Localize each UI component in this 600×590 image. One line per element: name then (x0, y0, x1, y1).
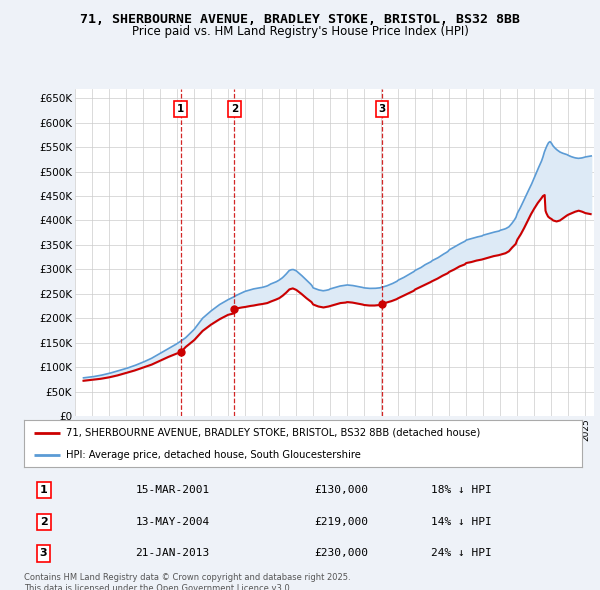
Text: £130,000: £130,000 (314, 485, 368, 495)
Text: 2: 2 (231, 104, 238, 114)
Text: Contains HM Land Registry data © Crown copyright and database right 2025.
This d: Contains HM Land Registry data © Crown c… (24, 573, 350, 590)
Text: £230,000: £230,000 (314, 549, 368, 559)
Text: 14% ↓ HPI: 14% ↓ HPI (431, 517, 492, 527)
Text: 3: 3 (40, 549, 47, 559)
Text: 1: 1 (40, 485, 47, 495)
Text: 24% ↓ HPI: 24% ↓ HPI (431, 549, 492, 559)
Text: 13-MAY-2004: 13-MAY-2004 (136, 517, 210, 527)
Text: 3: 3 (379, 104, 386, 114)
Text: 21-JAN-2013: 21-JAN-2013 (136, 549, 210, 559)
Text: Price paid vs. HM Land Registry's House Price Index (HPI): Price paid vs. HM Land Registry's House … (131, 25, 469, 38)
Text: 2: 2 (40, 517, 47, 527)
Text: 18% ↓ HPI: 18% ↓ HPI (431, 485, 492, 495)
Text: £219,000: £219,000 (314, 517, 368, 527)
Text: 1: 1 (177, 104, 184, 114)
Text: 15-MAR-2001: 15-MAR-2001 (136, 485, 210, 495)
Text: 71, SHERBOURNE AVENUE, BRADLEY STOKE, BRISTOL, BS32 8BB (detached house): 71, SHERBOURNE AVENUE, BRADLEY STOKE, BR… (66, 428, 480, 438)
Text: 71, SHERBOURNE AVENUE, BRADLEY STOKE, BRISTOL, BS32 8BB: 71, SHERBOURNE AVENUE, BRADLEY STOKE, BR… (80, 13, 520, 26)
Text: HPI: Average price, detached house, South Gloucestershire: HPI: Average price, detached house, Sout… (66, 451, 361, 460)
